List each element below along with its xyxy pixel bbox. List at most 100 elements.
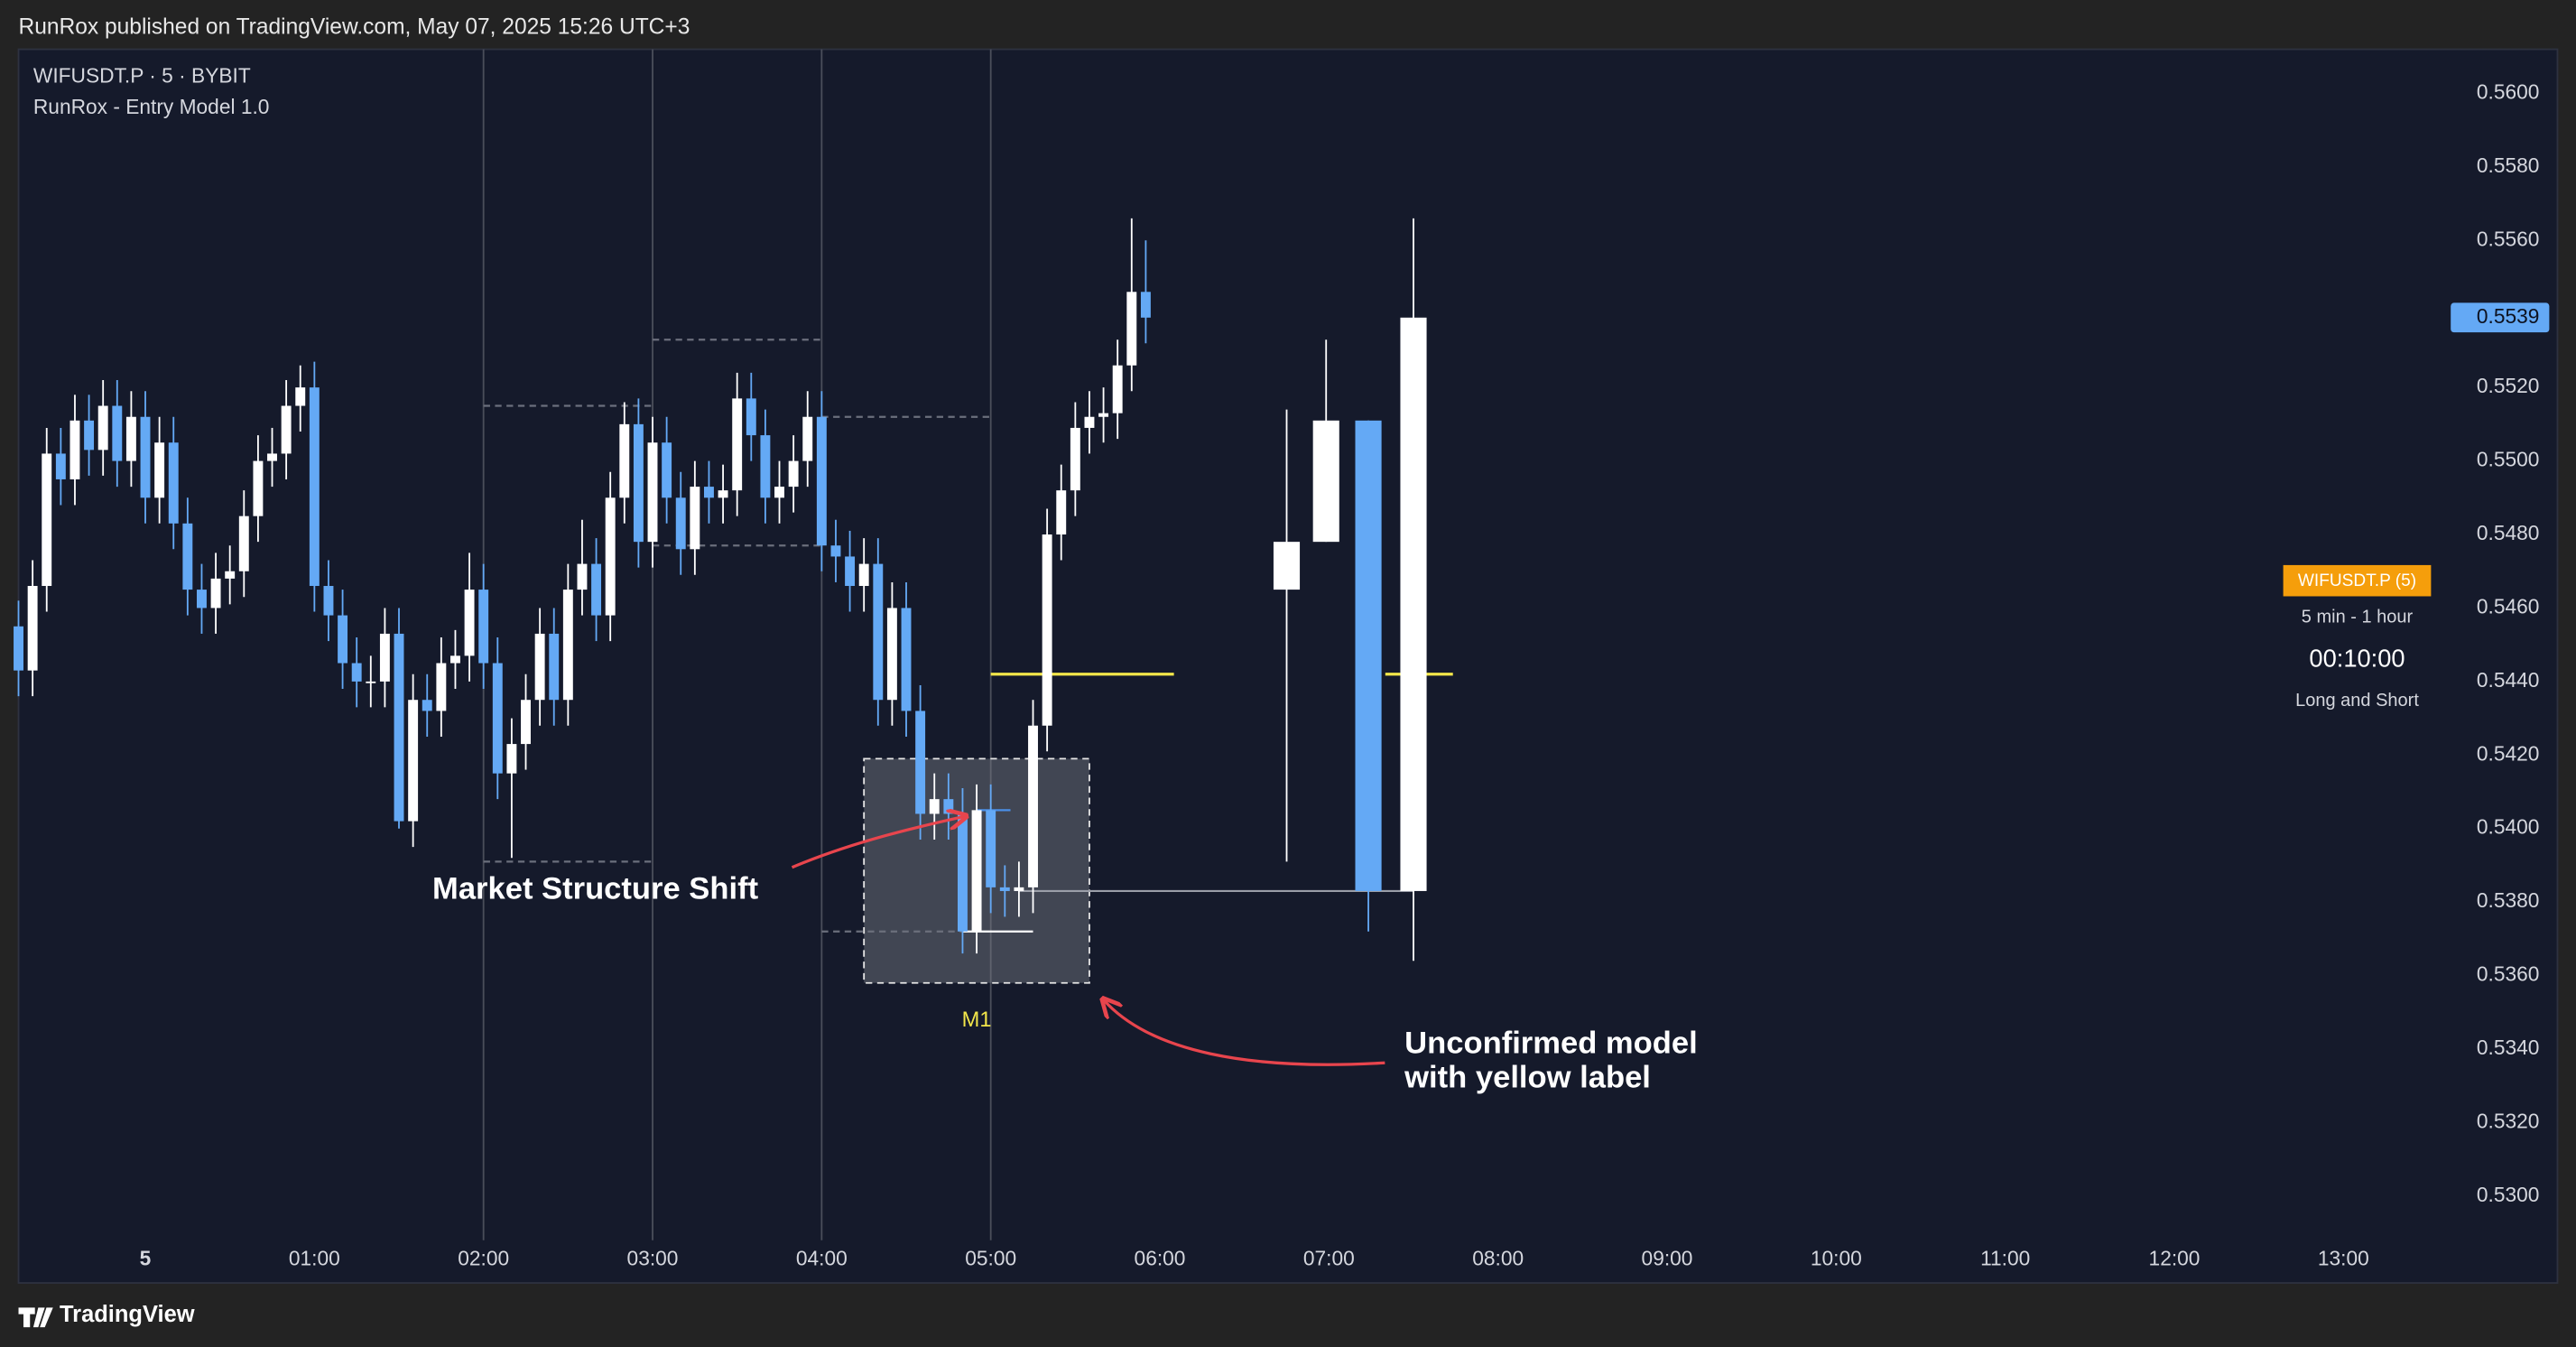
candle-body [84,420,95,451]
candle-body [225,571,236,579]
candle-body [760,435,771,498]
candle-body [521,700,531,745]
y-tick-label: 0.5360 [2477,962,2540,986]
candle-body [154,442,165,498]
candle-body [394,633,404,822]
symbol-line: WIFUSDT.P · 5 · BYBIT [33,64,251,88]
candle-body [1355,420,1382,891]
y-tick-label: 0.5340 [2477,1036,2540,1059]
x-tick-label: 12:00 [2149,1247,2201,1270]
candle-body [591,563,602,616]
info-badge: WIFUSDT.P (5) [2298,571,2416,590]
x-tick-label: 09:00 [1642,1247,1693,1270]
candle-body [562,590,573,701]
candle-body [14,626,23,671]
y-tick-label: 0.5300 [2477,1183,2540,1206]
y-tick-label: 0.5400 [2477,815,2540,839]
candle-body [746,398,756,436]
candle-body [182,523,193,590]
candle-body [351,663,362,682]
candle-body [238,516,249,571]
candle-body [802,416,813,461]
candle-body [140,416,151,498]
info-mode: Long and Short [2295,691,2419,711]
x-tick-label: 02:00 [458,1247,509,1270]
candle-body [845,556,856,587]
candle-body [788,460,799,488]
candle-body [366,681,376,683]
x-tick-label: 04:00 [796,1247,848,1270]
last-price-label: 0.5539 [2477,304,2540,328]
candle-body [210,578,221,608]
candle-body [436,663,447,711]
candle-body [125,416,136,461]
candle-body [774,487,784,498]
annotation: Unconfirmed model [1404,1026,1698,1060]
candle-body [999,887,1010,891]
candle-body [675,497,686,550]
x-tick-label: 05:00 [965,1247,1016,1270]
candle-body [929,799,940,814]
candle-body [309,387,320,587]
x-tick-label: 07:00 [1303,1247,1355,1270]
y-tick-label: 0.5600 [2477,79,2540,103]
candle-body [1140,292,1151,318]
published-line: RunRox published on TradingView.com, May… [19,14,690,39]
candle-body [323,586,334,616]
annotation: with yellow label [1404,1061,1651,1095]
candle-body [168,442,179,524]
candle-body [534,633,545,701]
candle-body [1056,490,1067,535]
x-tick-label: 06:00 [1135,1247,1186,1270]
candle-body [379,633,390,682]
x-tick-label: 5 [140,1247,152,1270]
candle-body [1098,413,1109,417]
annotation: Market Structure Shift [432,871,759,906]
info-timer: 00:10:00 [2309,645,2405,673]
candle-body [577,563,588,590]
candle-body [464,590,475,656]
candle-body [42,453,52,587]
candle-body [197,590,207,608]
candle-body [830,545,841,557]
candle-body [619,423,630,498]
candle-body [605,497,616,616]
x-tick-label: 13:00 [2318,1247,2369,1270]
candle-body [690,487,700,550]
info-timeframes: 5 min - 1 hour [2302,607,2414,627]
candle-body [873,563,884,701]
x-tick-label: 08:00 [1472,1247,1524,1270]
candle-body [27,586,38,671]
candle-body [732,398,743,491]
candle-body [1070,427,1080,491]
y-tick-label: 0.5500 [2477,448,2540,471]
candle-body [1273,542,1301,590]
candle-body [492,663,503,774]
candle-body [112,405,123,461]
candle-body [69,420,80,479]
candle-body [1042,534,1052,726]
candle-body [704,487,714,498]
candle-body [422,700,432,711]
candle-body [858,563,869,587]
last-price-bg [2451,302,2550,333]
indicator-line: RunRox - Entry Model 1.0 [33,95,270,118]
candle-body [450,655,460,664]
candle-body [915,711,926,814]
x-tick-label: 03:00 [627,1247,679,1270]
y-tick-label: 0.5320 [2477,1109,2540,1132]
candle-body [408,700,419,822]
candle-body [55,453,66,479]
candle-body [506,744,517,774]
candle-body [1112,365,1123,413]
x-tick-label: 10:00 [1811,1247,1862,1270]
candle-body [986,810,996,887]
candle-body [718,490,728,498]
candle-body [943,799,954,814]
candle-body [647,442,658,543]
y-tick-label: 0.5560 [2477,227,2540,250]
y-tick-label: 0.5380 [2477,888,2540,912]
logo-text: TradingView [60,1302,195,1327]
y-tick-label: 0.5520 [2477,374,2540,397]
